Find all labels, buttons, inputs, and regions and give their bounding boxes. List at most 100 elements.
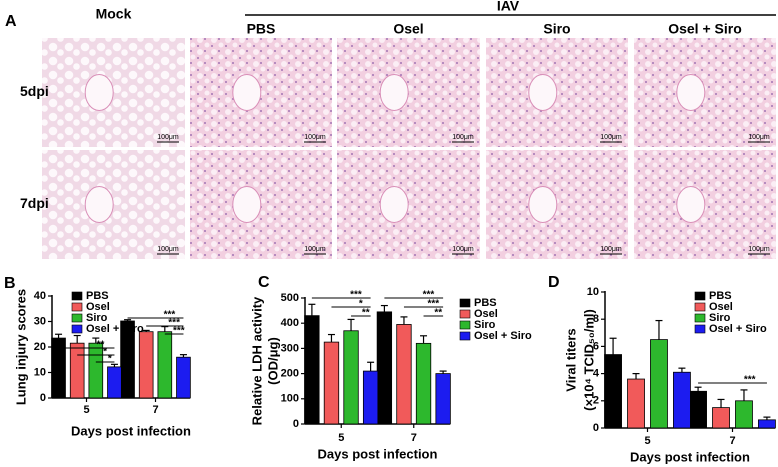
y-tick-label: 200 <box>281 368 299 380</box>
bar <box>176 356 191 399</box>
y-tick-label: 10 <box>587 286 599 298</box>
significance-label: *** <box>350 290 362 301</box>
legend-label: Siro <box>709 312 731 324</box>
legend-swatch <box>459 331 471 341</box>
airway <box>528 74 558 111</box>
y-tick-label: 30 <box>34 315 46 327</box>
y-axis-label: Lung injury scores <box>13 289 28 405</box>
scale-bar-label: 100μm <box>748 134 770 141</box>
significance-label: *** <box>164 310 176 321</box>
y-axis-label: (×10⁴ TCID₅₀/ml) <box>581 309 596 411</box>
y-tick-label: 100 <box>281 393 299 405</box>
y-tick-label: 20 <box>34 341 46 353</box>
legend-swatch <box>71 313 83 323</box>
bar <box>735 400 753 429</box>
bar <box>107 366 122 399</box>
legend-label: Siro <box>474 319 496 331</box>
row-label: 5dpi <box>20 83 49 99</box>
scale-bar-label: 100μm <box>452 134 474 141</box>
panel-letter: C <box>258 274 270 291</box>
significance-label: * <box>359 299 363 310</box>
significance-label: * <box>108 354 112 365</box>
x-axis-label: Days post infection <box>71 423 191 438</box>
significance-label: ** <box>97 340 105 351</box>
airway <box>232 74 262 111</box>
legend-label: PBS <box>86 290 109 302</box>
scale-bar-label: 100μm <box>304 134 326 141</box>
y-tick-label: 400 <box>281 317 299 329</box>
group-label: IAV <box>497 0 520 14</box>
airway <box>84 74 114 111</box>
y-tick-label: 6 <box>593 340 599 352</box>
y-tick-label: 2 <box>593 395 599 407</box>
row-label: 7dpi <box>20 195 49 211</box>
y-tick-label: 40 <box>34 290 46 302</box>
panel-a: A IAV <box>5 0 776 30</box>
significance-label: *** <box>168 318 180 329</box>
bar <box>51 337 66 399</box>
bar <box>712 407 730 429</box>
legend-swatch <box>71 324 83 334</box>
bar <box>415 342 432 425</box>
x-axis-label: Days post infection <box>630 449 750 464</box>
bar <box>343 330 359 425</box>
bar <box>157 331 173 399</box>
legend-label: PBS <box>709 290 732 302</box>
y-tick-label: 500 <box>281 292 299 304</box>
scale-bar-label: 100μm <box>452 246 474 253</box>
y-tick-label: 4 <box>593 368 600 380</box>
bar <box>673 371 691 429</box>
column-header: Siro <box>543 21 570 37</box>
bar <box>138 331 154 399</box>
significance-label: *** <box>173 326 185 337</box>
airway <box>528 186 558 223</box>
legend-swatch <box>694 313 706 323</box>
x-tick-label: 5 <box>83 404 89 416</box>
significance-label: *** <box>427 299 439 310</box>
bar <box>435 373 451 425</box>
y-tick-label: 8 <box>593 313 599 325</box>
legend-label: Siro <box>86 312 108 324</box>
legend-label: Osel + Siro <box>474 330 532 342</box>
bar <box>689 390 707 429</box>
significance-label: * <box>103 347 107 358</box>
legend-swatch <box>459 320 471 330</box>
airway <box>232 186 262 223</box>
bar <box>304 315 320 425</box>
y-tick-label: 0 <box>293 418 299 430</box>
legend-swatch <box>694 291 706 301</box>
legend-swatch <box>71 291 83 301</box>
airway <box>379 74 409 111</box>
significance-label: ** <box>362 308 370 319</box>
scale-bar-label: 100μm <box>600 134 622 141</box>
airway <box>676 186 706 223</box>
x-axis-label: Days post infection <box>318 446 438 461</box>
scale-bar-label: 100μm <box>157 246 179 253</box>
bar <box>604 354 622 429</box>
y-axis-label: Relative LDH activity <box>249 296 264 425</box>
scale-bar-label: 100μm <box>600 246 622 253</box>
bar <box>627 378 645 429</box>
column-header: Mock <box>96 6 132 22</box>
bar <box>120 320 135 399</box>
bar <box>376 311 393 425</box>
legend-swatch <box>694 324 706 334</box>
x-tick-label: 5 <box>338 432 344 444</box>
legend-label: PBS <box>474 297 497 309</box>
y-tick-label: 10 <box>34 366 46 378</box>
y-axis-label: Viral titers <box>563 328 578 391</box>
column-header: Osel <box>393 21 423 37</box>
y-tick-label: 300 <box>281 342 299 354</box>
legend-swatch <box>459 309 471 319</box>
panel-letter: A <box>5 13 17 30</box>
legend-swatch <box>71 302 83 312</box>
bar <box>88 342 104 399</box>
x-tick-label: 7 <box>729 435 735 447</box>
significance-label: ** <box>434 308 442 319</box>
significance-label: *** <box>744 375 756 386</box>
bar <box>396 324 412 425</box>
bar <box>362 370 379 425</box>
bar <box>323 341 340 425</box>
y-axis-label: (OD/μg) <box>265 337 280 385</box>
